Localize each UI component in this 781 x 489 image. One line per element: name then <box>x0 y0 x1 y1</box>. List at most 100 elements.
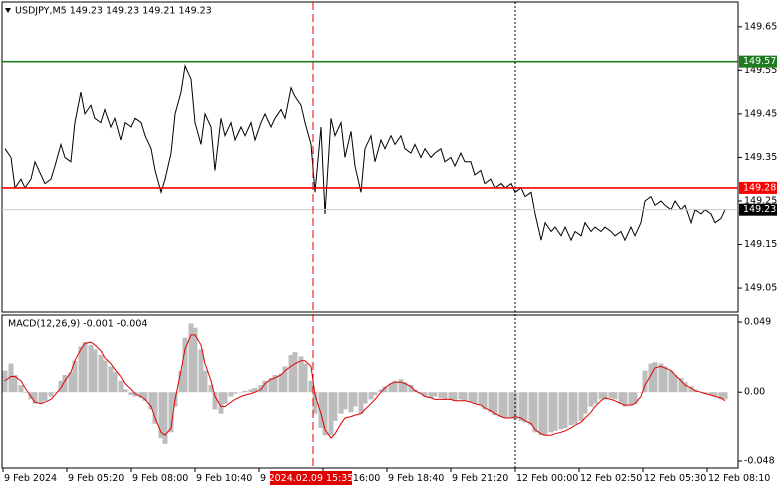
histogram-bar <box>322 392 328 436</box>
histogram-bar <box>348 392 354 413</box>
histogram-bar <box>658 363 664 393</box>
x-tick-label: 9 Feb 16:00 <box>324 473 380 484</box>
panel-frame <box>1 314 739 469</box>
histogram-bar <box>342 392 348 410</box>
histogram-bar <box>662 366 668 393</box>
histogram-bar <box>558 392 564 430</box>
y-tick-label: -0.048 <box>744 455 775 466</box>
x-tick-label: 9 Feb 21:20 <box>452 473 508 484</box>
histogram-bar <box>208 385 214 393</box>
histogram-bar <box>212 392 218 410</box>
x-tick-label: 9 Feb 2024 <box>4 473 57 484</box>
level-tag-label: 149.28 <box>743 182 776 193</box>
histogram-bar <box>432 392 438 397</box>
histogram-bar <box>488 392 494 413</box>
histogram-bar <box>88 344 94 393</box>
histogram-bar <box>128 392 134 396</box>
histogram-bar <box>2 370 8 393</box>
histogram-bar <box>438 392 444 398</box>
histogram-bar <box>722 392 728 400</box>
level-tag <box>739 55 777 68</box>
histogram-bar <box>368 392 374 400</box>
histogram-bar <box>708 392 714 396</box>
histogram-bar <box>382 386 388 393</box>
histogram-bar <box>222 392 228 404</box>
histogram-bar <box>178 370 184 393</box>
histogram-bar <box>532 392 538 433</box>
histogram-bar <box>638 392 644 393</box>
histogram-bar <box>332 392 338 421</box>
series-line <box>4 64 726 242</box>
histogram-bar <box>168 392 174 433</box>
histogram-bar <box>618 392 624 404</box>
x-tick-label: 9 Feb 18:40 <box>388 473 444 484</box>
histogram-bar <box>452 392 458 401</box>
histogram-bar <box>162 392 168 444</box>
histogram-bar <box>48 392 54 397</box>
histogram-bar <box>652 362 658 393</box>
histogram-bar <box>198 349 204 393</box>
histogram-bar <box>642 370 648 393</box>
histogram-bar <box>552 392 558 431</box>
histogram-bar <box>528 392 534 426</box>
y-tick-label: 0.00 <box>744 387 765 398</box>
histogram-bar <box>632 392 638 404</box>
histogram-bar <box>228 392 234 397</box>
price-tag-label: 149.23 <box>743 204 776 215</box>
histogram-bar <box>478 392 484 406</box>
histogram-bar <box>282 366 288 393</box>
histogram-bar <box>622 392 628 407</box>
histogram-bar <box>242 390 248 393</box>
y-tick-label: 149.35 <box>744 152 777 163</box>
histogram-bar <box>492 392 498 416</box>
histogram-bar <box>518 392 524 421</box>
y-tick-label: 149.15 <box>744 239 777 250</box>
panel-title: MACD(12,26,9) -0.001 -0.004 <box>8 319 147 330</box>
histogram-bar <box>582 392 588 414</box>
title-marker <box>5 8 11 13</box>
histogram-bar <box>272 375 278 393</box>
series-line <box>4 334 726 439</box>
histogram-bar <box>292 352 298 393</box>
y-tick-label: 149.65 <box>744 21 777 32</box>
histogram-bar <box>408 385 414 393</box>
x-tick-label: 12 Feb 02:50 <box>580 473 642 484</box>
histogram-bar <box>592 392 598 404</box>
histogram-bar <box>142 392 148 401</box>
histogram-bar <box>62 375 68 393</box>
price-tag <box>739 203 777 216</box>
histogram-bar <box>308 380 314 393</box>
histogram-bar <box>182 337 188 393</box>
x-tick-label: 12 Feb 05:30 <box>644 473 706 484</box>
histogram-bar <box>22 392 28 393</box>
histogram-bar <box>262 380 268 393</box>
histogram-bar <box>428 392 434 398</box>
histogram-bar <box>72 360 78 393</box>
histogram-bar <box>8 363 14 393</box>
histogram-bar <box>548 392 554 433</box>
histogram-bar <box>132 392 138 397</box>
histogram-bar <box>252 387 258 393</box>
histogram-bar <box>388 383 394 393</box>
histogram-bar <box>472 392 478 404</box>
y-tick-label: 0.049 <box>744 317 771 328</box>
histogram-bar <box>78 346 84 393</box>
histogram-bar <box>568 392 574 426</box>
histogram-bar <box>122 389 128 393</box>
histogram-bar <box>138 392 144 398</box>
histogram-bar <box>682 382 688 393</box>
histogram-bar <box>268 377 274 393</box>
histogram-bar <box>578 392 584 421</box>
histogram-bar <box>542 392 548 436</box>
histogram-bar <box>602 392 608 400</box>
histogram-bar <box>502 392 508 419</box>
histogram-bar <box>668 370 674 393</box>
histogram-bar <box>98 354 104 393</box>
y-tick-label: 149.05 <box>744 283 777 294</box>
histogram-bar <box>202 370 208 393</box>
panel-title: USDJPY,M5 149.23 149.23 149.21 149.23 <box>15 6 212 17</box>
histogram-bar <box>32 392 38 404</box>
histogram-bar <box>352 392 358 407</box>
